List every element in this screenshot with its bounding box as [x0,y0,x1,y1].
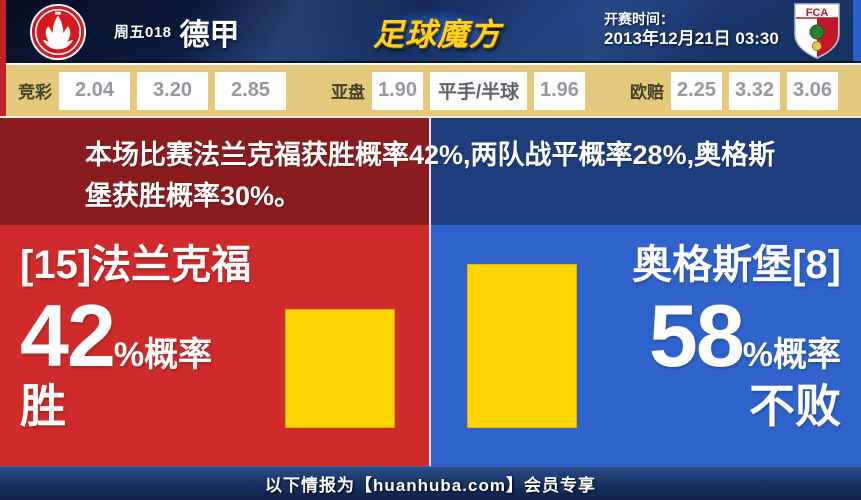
svg-text:FCA: FCA [806,7,829,19]
away-percent-suffix: %概率 [742,336,841,374]
home-probability-bar [285,309,395,428]
away-probability: 58%概率 [431,292,841,380]
probability-summary-text: 本场比赛法兰克福获胜概率42%,两队战平概率28%,奥格斯堡获胜概率30%。 [85,140,776,211]
yapan-home-odds: 1.90 [372,71,423,110]
section-divider-line [0,116,861,118]
odds-bar: 竞彩 2.04 3.20 2.85 亚盘 1.90 平手/半球 1.96 欧赔 … [0,65,861,116]
oupei-home-odds: 2.25 [671,71,722,110]
summary-box-away-side [431,118,861,225]
yapan-handicap: 平手/半球 [430,71,527,110]
kickoff-label: 开赛时间： [604,11,674,27]
match-id: 周五018 德甲 [114,0,240,63]
away-team-name: 奥格斯堡[8] [632,243,841,287]
prediction-section: 本场比赛法兰克福获胜概率42%,两队战平概率28%,奥格斯堡获胜概率30%。 [… [0,118,861,466]
summary-box-home-side [0,118,429,225]
jingcai-home-odds: 2.04 [59,71,130,110]
away-probability-bar [467,264,577,428]
match-number: 周五018 [114,24,172,41]
away-team-logo: FCA [794,3,840,59]
home-percent-value: 42 [20,286,116,385]
footer-text: 以下情报为【huanhuba.com】会员专享 [265,476,596,495]
home-result-label: 胜 [20,380,66,432]
panel-divider [429,118,431,466]
yapan-label: 亚盘 [331,83,366,102]
home-team-logo [29,3,87,61]
jingcai-away-odds: 2.85 [215,71,286,110]
jingcai-label: 竞彩 [18,83,52,102]
right-blue-stripe [853,0,861,61]
jingcai-draw-odds: 3.20 [137,71,208,110]
brand-logo-text: 足球魔方 [373,17,501,52]
league-name: 德甲 [179,18,240,52]
kickoff-info: 开赛时间： 2013年12月21日 03:30 [604,9,779,49]
oupei-draw-odds: 3.32 [729,71,780,110]
kickoff-time: 2013年12月21日 03:30 [604,29,779,48]
footer-bar: 以下情报为【huanhuba.com】会员专享 [0,466,861,500]
home-percent-suffix: %概率 [113,336,213,374]
away-percent-value: 58 [648,286,745,385]
away-result-label: 不败 [749,380,841,432]
brand-logo: 足球魔方 [352,4,522,59]
left-red-stripe [0,0,6,116]
oupei-away-odds: 3.06 [787,71,838,110]
top-header: 周五018 德甲 足球魔方 开赛时间： 2013年12月21日 03:30 FC… [0,0,861,116]
home-probability: 42%概率 [20,292,429,380]
yapan-away-odds: 1.96 [534,71,585,110]
home-team-name: [15]法兰克福 [20,243,252,287]
oupei-label: 欧赔 [630,83,664,102]
